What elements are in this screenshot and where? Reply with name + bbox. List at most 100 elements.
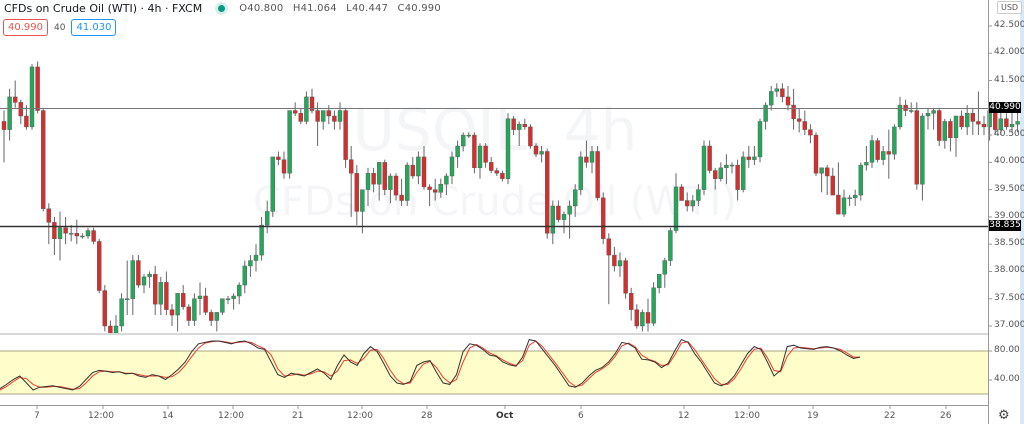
candle-body bbox=[147, 273, 152, 278]
candle-body bbox=[197, 295, 203, 299]
candle-body bbox=[931, 110, 936, 114]
candle-body bbox=[819, 167, 824, 174]
candle-body bbox=[948, 121, 953, 139]
candle-body bbox=[483, 145, 488, 163]
candle-body bbox=[903, 104, 908, 111]
time-axis-ticks bbox=[36, 405, 947, 409]
candle-body bbox=[909, 110, 914, 112]
candle-body bbox=[651, 287, 656, 324]
candle-body bbox=[981, 123, 987, 128]
candle-body bbox=[875, 140, 880, 160]
candle-body bbox=[802, 121, 807, 130]
time-tick-label: 14 bbox=[162, 411, 174, 421]
candle-body bbox=[405, 164, 410, 201]
price-tick-label: 37.500 bbox=[994, 292, 1024, 303]
candle-body bbox=[287, 110, 292, 174]
candle-body bbox=[601, 197, 606, 239]
candle-body bbox=[511, 118, 516, 130]
horizontal-levels[interactable] bbox=[0, 108, 988, 228]
candle-body bbox=[925, 113, 931, 117]
time-tick-label: Oct bbox=[496, 411, 514, 421]
candle-body bbox=[713, 170, 718, 179]
candle-body bbox=[265, 211, 270, 226]
stoch-band bbox=[0, 351, 988, 394]
candle-body bbox=[343, 110, 348, 160]
candle-body bbox=[466, 134, 471, 137]
candle-body bbox=[377, 162, 382, 185]
candle-body bbox=[382, 162, 387, 190]
candle-body bbox=[35, 66, 40, 111]
candle-body bbox=[785, 96, 791, 106]
pane-separator[interactable] bbox=[0, 333, 988, 335]
sell-button[interactable]: 40.990 bbox=[3, 19, 48, 36]
time-tick-label: 28 bbox=[421, 411, 433, 421]
time-tick-label: 12:00 bbox=[88, 411, 114, 421]
candle-body bbox=[668, 230, 673, 261]
candle-body bbox=[645, 312, 651, 324]
symbol-title[interactable]: CFDs on Crude Oil (WTI) · 4h · FXCM bbox=[4, 2, 203, 15]
market-status-icon bbox=[218, 5, 226, 12]
candle-body bbox=[735, 164, 740, 190]
candle-body bbox=[113, 325, 119, 334]
candle-body bbox=[461, 134, 466, 147]
candle-body bbox=[853, 194, 858, 199]
buy-button[interactable]: 41.030 bbox=[71, 19, 117, 36]
candle-body bbox=[180, 293, 186, 308]
candle-body bbox=[298, 113, 303, 122]
time-tick-label: 21 bbox=[292, 411, 304, 421]
candle-body bbox=[696, 189, 701, 201]
candle-body bbox=[388, 175, 393, 190]
candle-body bbox=[416, 156, 421, 177]
time-tick-label: 12:00 bbox=[734, 411, 760, 421]
open-value: O40.800 bbox=[239, 3, 284, 14]
candle-body bbox=[276, 156, 281, 160]
candle-body bbox=[455, 145, 460, 158]
candle-body bbox=[606, 238, 611, 256]
candle-body bbox=[444, 175, 449, 185]
candle-body bbox=[825, 167, 830, 177]
candle-body bbox=[108, 325, 113, 334]
time-tick-label: 6 bbox=[578, 411, 584, 421]
candle-body bbox=[1004, 118, 1009, 128]
candle-body bbox=[253, 254, 259, 261]
candle-body bbox=[718, 167, 723, 179]
candle-body bbox=[46, 208, 51, 223]
candle-body bbox=[533, 145, 539, 155]
price-tick-label: 39.500 bbox=[994, 183, 1024, 194]
candle-body bbox=[1015, 121, 1020, 125]
price-tick-label: 42.000 bbox=[994, 47, 1024, 58]
candle-body bbox=[337, 110, 343, 122]
candle-body bbox=[80, 235, 85, 238]
candle-body bbox=[321, 110, 326, 122]
candle-body bbox=[752, 156, 757, 160]
candle-body bbox=[141, 276, 147, 286]
candle-body bbox=[231, 295, 236, 299]
candle-body bbox=[12, 96, 18, 103]
candle-body bbox=[847, 197, 852, 200]
price-tick-label: 40.500 bbox=[994, 129, 1024, 140]
currency-button[interactable]: USD bbox=[997, 1, 1023, 14]
close-value: C40.990 bbox=[397, 3, 441, 14]
spread-value: 40 bbox=[54, 22, 66, 33]
candle-body bbox=[970, 113, 975, 122]
candle-body bbox=[567, 205, 572, 215]
candle-body bbox=[998, 118, 1003, 130]
candle-body bbox=[96, 241, 102, 291]
price-tick-label: 37.000 bbox=[994, 319, 1024, 330]
candle-body bbox=[505, 118, 511, 179]
candle-body bbox=[225, 298, 231, 300]
candle-body bbox=[679, 186, 684, 201]
settings-gear-icon[interactable]: ⚙ bbox=[998, 408, 1010, 423]
candle-body bbox=[18, 102, 23, 117]
candle-body bbox=[360, 189, 365, 212]
watermark-symbol: USOIL, 4h bbox=[353, 96, 638, 164]
candle-body bbox=[332, 115, 337, 122]
level-price-tag: 38.835 bbox=[989, 220, 1021, 231]
candle-body bbox=[539, 151, 544, 155]
candle-body bbox=[293, 110, 298, 114]
time-tick-label: 19 bbox=[807, 411, 819, 421]
candle-body bbox=[130, 260, 136, 299]
candle-body bbox=[920, 115, 925, 185]
candle-body bbox=[522, 123, 527, 128]
